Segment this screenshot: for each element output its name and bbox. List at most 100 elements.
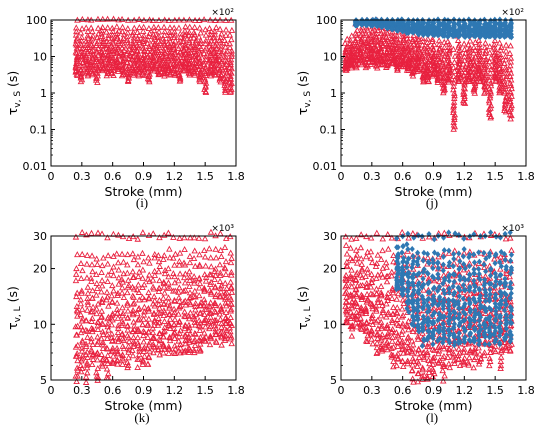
- k-point-s0-3-0: [88, 229, 95, 236]
- k-point-s0-10-1: [124, 251, 131, 258]
- k-point-s0-1-2: [77, 260, 85, 267]
- k-point-s0-16-4: [155, 268, 163, 275]
- j-point-s0-28-20: [487, 104, 494, 111]
- j-point-s0-28-8: [486, 73, 494, 80]
- l-point-s0-5-1: [367, 248, 375, 255]
- k-point-s0-27-1: [212, 245, 219, 252]
- i-point-s0-26-1: [206, 24, 213, 31]
- i-point-s0-8-9: [114, 43, 122, 50]
- j-point-s0-21-16: [450, 103, 457, 110]
- j-point-s0-19-1: [440, 38, 448, 45]
- i-point-s0-0-7: [73, 41, 80, 48]
- j-point-s0-27-1: [482, 39, 489, 46]
- l-point-s0-20-24: [445, 360, 453, 367]
- k-point-s0-25-0: [201, 235, 209, 242]
- k-point-s0-20-13: [175, 310, 182, 317]
- i-point-s0-6-2: [103, 28, 110, 35]
- j-point-s0-7-14: [378, 47, 385, 54]
- k-xtick-label-6: 1.8: [227, 384, 245, 397]
- k-point-s0-0-25: [73, 378, 80, 385]
- j-point-s0-25-6: [470, 55, 478, 62]
- k-point-s0-4-5: [93, 284, 101, 291]
- i-point-s0-25-7: [200, 50, 208, 57]
- i-point-s0-25-3: [202, 37, 210, 44]
- i-point-s0-2-4: [84, 34, 92, 41]
- j-point-s0-31-4: [502, 56, 509, 63]
- i-point-s0-6-3: [105, 31, 112, 38]
- k-xtick-label-3: 0.9: [135, 384, 153, 397]
- l-point-s1-9-4: [440, 267, 446, 274]
- j-xtick-label-0: 0: [338, 170, 345, 183]
- i-point-s0-25-2: [202, 31, 210, 38]
- i-point-s0-29-1: [222, 26, 230, 33]
- l-point-s0-0-1: [342, 241, 350, 248]
- l-point-s1-22-1: [508, 251, 515, 258]
- i-point-s0-27-25: [212, 71, 220, 78]
- j-xtick-label-3: 0.9: [425, 170, 443, 183]
- k-point-s0-25-2: [201, 253, 209, 260]
- k-point-s0-15-0: [149, 230, 157, 237]
- k-point-s0-2-2: [83, 260, 91, 267]
- i-point-s0-9-7: [120, 41, 127, 48]
- l-point-s1-15-2: [471, 259, 478, 266]
- j-point-s1-9-25: [399, 27, 405, 34]
- l-xtick-label-0: 0: [338, 384, 345, 397]
- i-point-s0-8-4: [114, 33, 121, 40]
- i-point-s0-4-15: [93, 61, 100, 68]
- l-point-s0-7-14: [377, 312, 385, 319]
- i-point-s0-14-8: [144, 48, 151, 55]
- k-point-s0-5-3: [98, 269, 105, 275]
- i-point-s0-5-3: [98, 30, 105, 37]
- j-point-s0-16-25: [425, 78, 432, 85]
- k-point-s0-1-0: [78, 228, 86, 235]
- j-point-s0-13-25: [409, 72, 417, 79]
- i-point-s0-22-5: [185, 37, 193, 44]
- i-point-s0-0-4: [73, 35, 81, 42]
- j-point-s0-31-9: [503, 73, 510, 80]
- i-point-s0-19-3: [171, 31, 179, 38]
- i-point-s0-17-24: [161, 70, 168, 77]
- i-point-s0-2-0: [84, 16, 92, 23]
- l-point-s0-0-2: [343, 250, 351, 257]
- i-point-s0-22-18: [185, 61, 193, 68]
- i-point-s0-24-25: [196, 78, 204, 85]
- l-point-s0-5-4: [368, 270, 375, 277]
- k-point-s0-29-6: [221, 279, 229, 286]
- j-point-s0-13-2: [409, 36, 417, 43]
- j-point-s0-5-25: [367, 60, 375, 67]
- j-point-s0-32-25: [507, 115, 514, 122]
- j-point-s0-31-1: [502, 41, 510, 48]
- i-point-s0-20-25: [176, 77, 184, 84]
- l-y-axis-label: τv, L (s): [295, 286, 313, 330]
- i-xtick-label-5: 1.5: [196, 170, 214, 183]
- j-point-s0-25-23: [470, 85, 478, 92]
- k-point-s0-17-11: [160, 300, 168, 307]
- i-point-s0-13-7: [139, 42, 146, 49]
- i-point-s0-12-6: [135, 39, 143, 46]
- j-point-s0-11-1: [399, 30, 407, 37]
- l-xtick-label-3: 0.9: [425, 384, 443, 397]
- k-point-s0-19-5: [171, 273, 178, 280]
- l-point-s0-14-22: [414, 362, 421, 369]
- i-point-s0-8-1: [113, 23, 121, 30]
- i-point-s0-2-1: [82, 24, 90, 31]
- i-point-s0-17-18: [160, 62, 167, 69]
- i-point-s0-25-10: [201, 58, 208, 65]
- k-ytick-label-0: 30: [33, 230, 47, 243]
- j-point-s1-16-25: [435, 32, 441, 39]
- i-point-s0-16-1: [155, 24, 162, 31]
- k-point-s0-3-2: [88, 261, 96, 268]
- k-point-s0-13-9: [141, 303, 148, 310]
- j-point-s0-30-25: [496, 89, 503, 96]
- j-point-s1-28-25: [496, 33, 503, 40]
- k-point-s0-13-14: [139, 321, 146, 328]
- k-point-s0-8-1: [113, 250, 120, 257]
- i-point-s0-1-11: [78, 53, 86, 60]
- j-point-s0-21-14: [450, 98, 458, 105]
- l-point-s0-13-0: [409, 230, 417, 237]
- l-point-s0-8-6: [383, 278, 391, 285]
- i-point-s0-25-25: [202, 89, 210, 96]
- k-point-s0-1-19: [78, 344, 86, 351]
- i-point-s0-23-5: [192, 37, 200, 44]
